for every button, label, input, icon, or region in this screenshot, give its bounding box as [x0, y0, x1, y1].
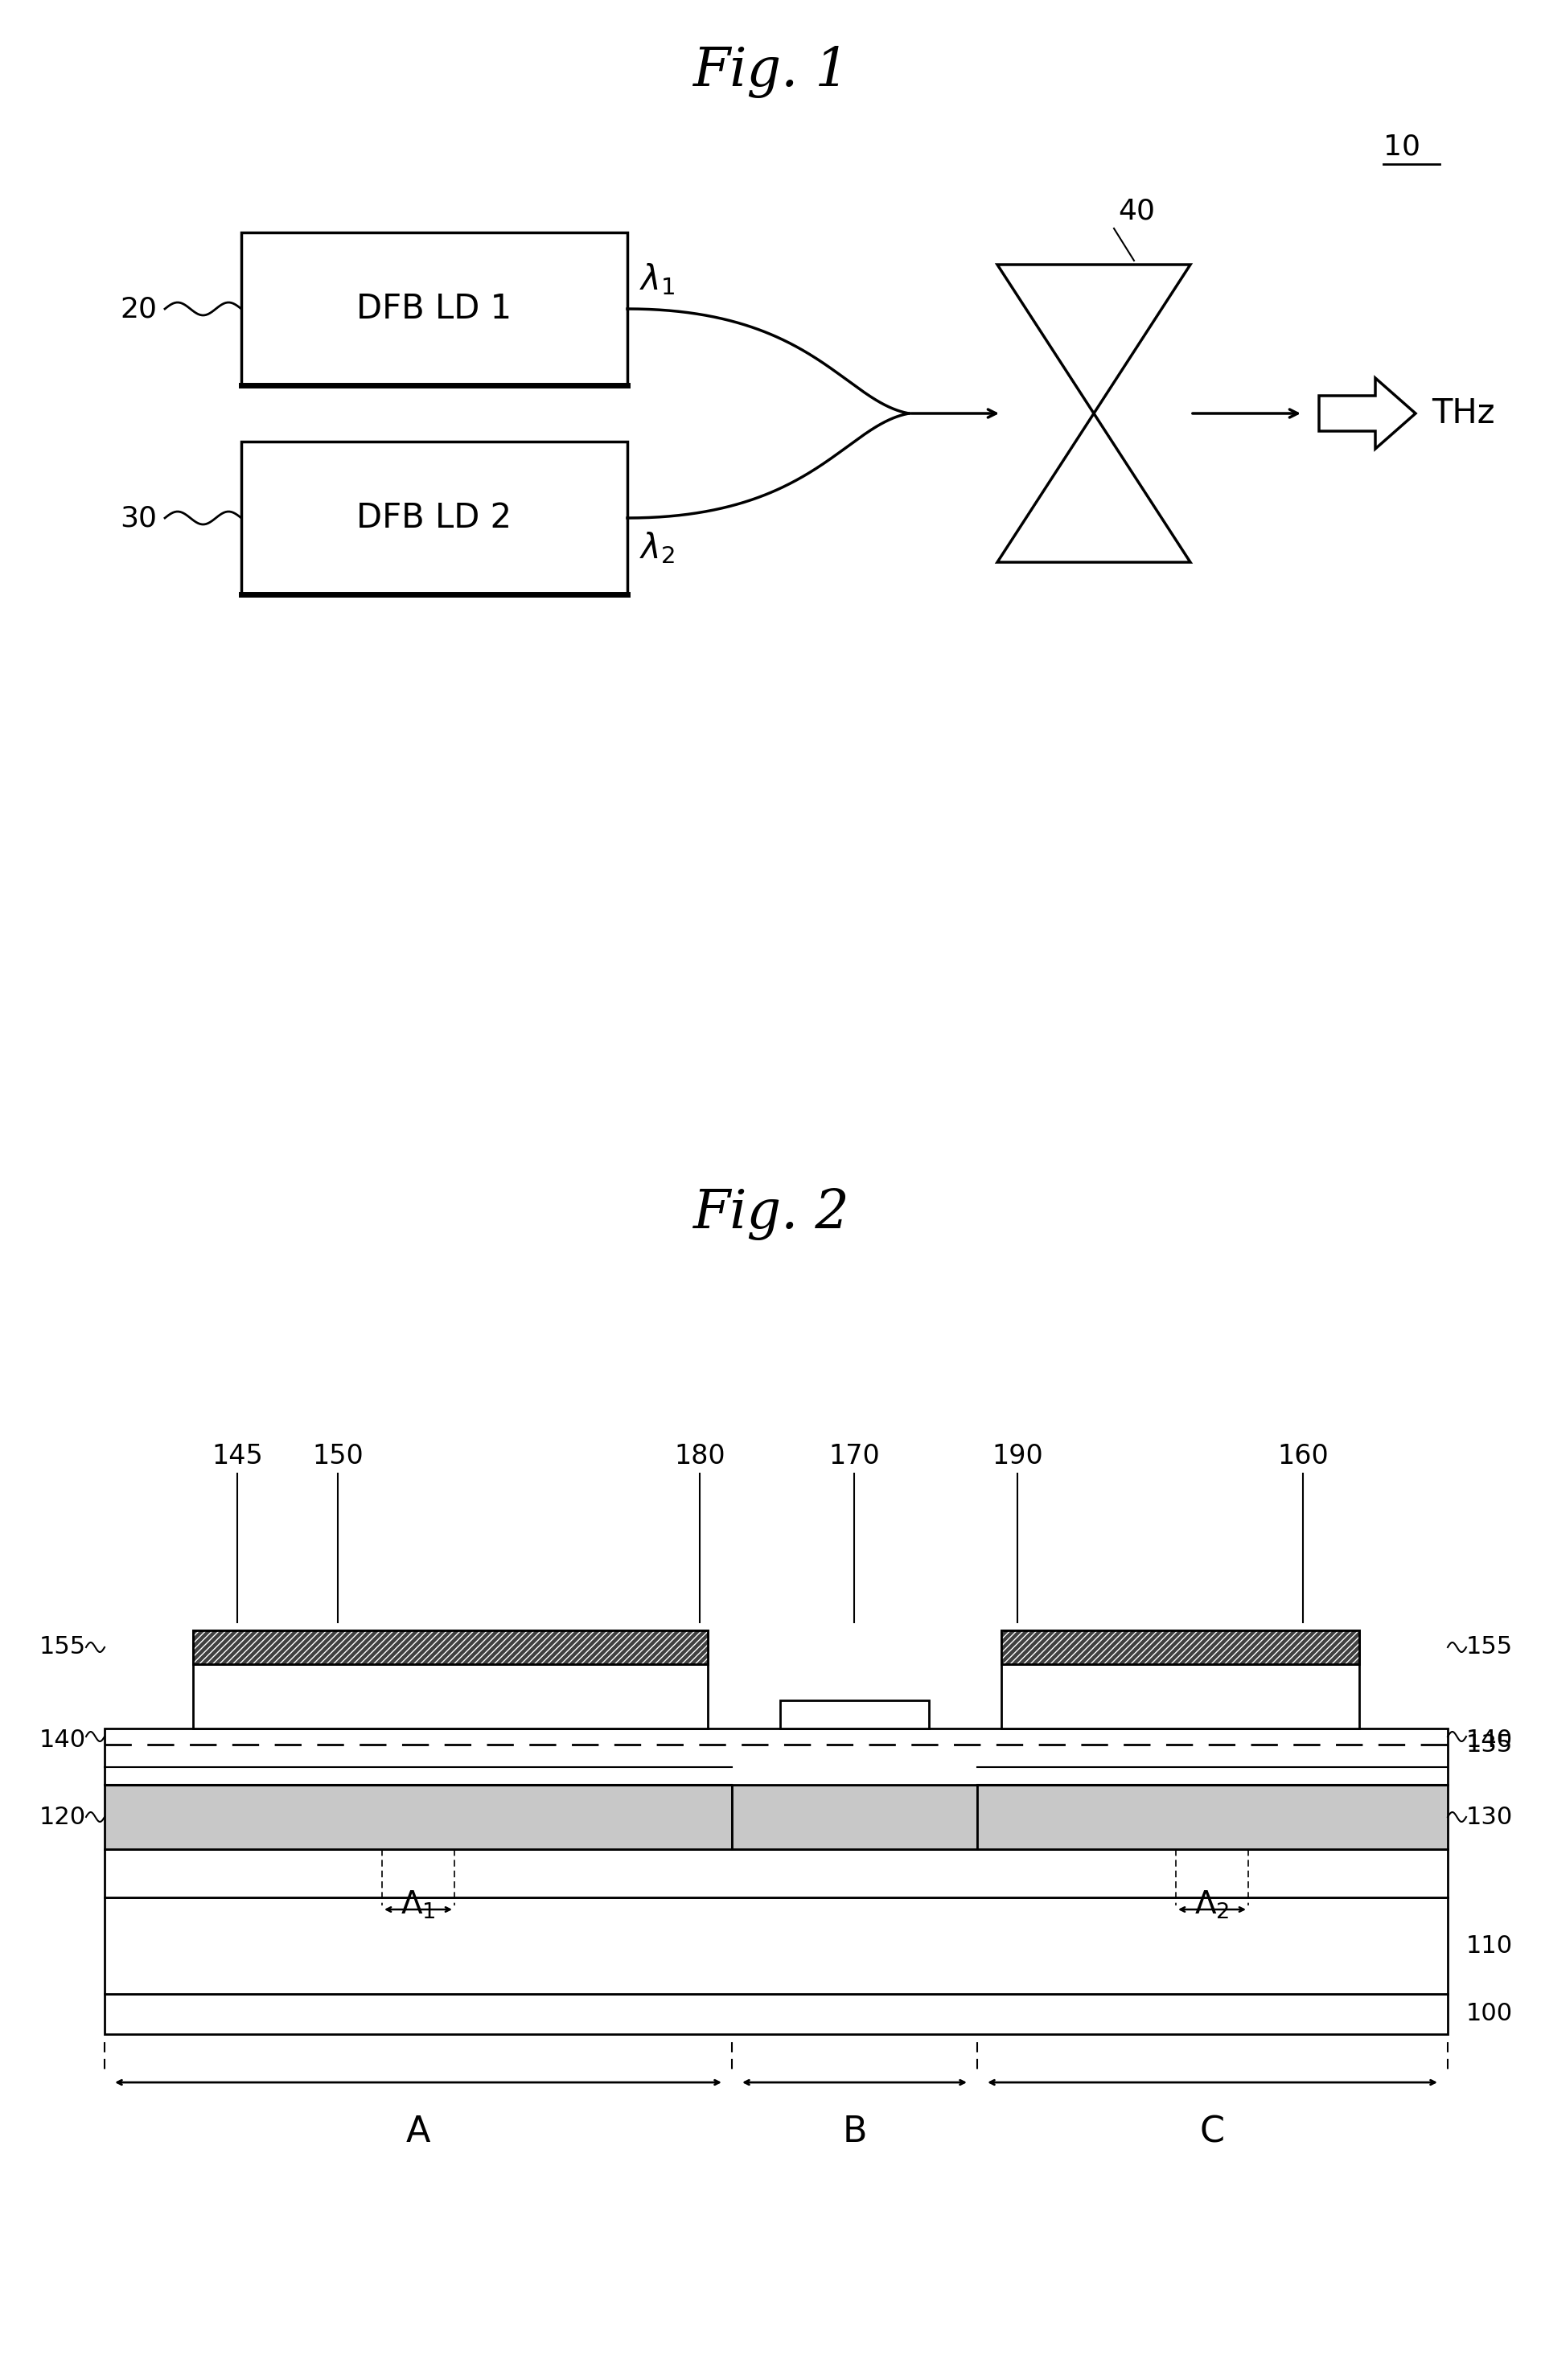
Bar — [247, 1766, 262, 1785]
Polygon shape — [1319, 378, 1416, 450]
Bar — [105, 1785, 732, 1849]
Text: A: A — [405, 2113, 430, 2149]
Text: 150: 150 — [313, 1442, 364, 1468]
Bar — [589, 1766, 604, 1785]
Bar — [193, 1630, 707, 1664]
Bar — [1045, 1766, 1062, 1785]
Bar — [1347, 1766, 1364, 1785]
Text: DFB LD 2: DFB LD 2 — [356, 502, 512, 536]
Text: 130: 130 — [1465, 1806, 1513, 1828]
Bar — [105, 1994, 1447, 2035]
Text: $\lambda_2$: $\lambda_2$ — [640, 531, 675, 566]
Bar — [1145, 1766, 1162, 1785]
Bar — [333, 1766, 347, 1785]
Bar — [646, 1766, 661, 1785]
Bar — [1381, 1766, 1398, 1785]
Bar — [475, 1766, 490, 1785]
Text: 160: 160 — [1277, 1442, 1328, 1468]
Text: 135: 135 — [1465, 1733, 1513, 1756]
Bar — [977, 1766, 994, 1785]
Text: 20: 20 — [120, 295, 157, 324]
Bar — [504, 1766, 518, 1785]
Text: 140: 140 — [40, 1728, 86, 1752]
Text: DFB LD 1: DFB LD 1 — [356, 293, 512, 326]
Bar — [242, 443, 627, 595]
Bar — [780, 1699, 929, 1728]
Bar — [242, 233, 627, 386]
Text: THz: THz — [1432, 397, 1495, 431]
Text: 170: 170 — [829, 1442, 880, 1468]
Bar — [390, 1766, 404, 1785]
Bar — [1111, 1766, 1128, 1785]
Text: Fig. 1: Fig. 1 — [692, 45, 849, 98]
Text: C: C — [1200, 2113, 1225, 2149]
Bar — [418, 1766, 433, 1785]
Text: 40: 40 — [1117, 198, 1154, 224]
Bar — [190, 1766, 205, 1785]
Text: $\Lambda_2$: $\Lambda_2$ — [1194, 1890, 1230, 1921]
Polygon shape — [997, 414, 1190, 562]
Text: 155: 155 — [40, 1635, 86, 1659]
Text: 110: 110 — [1465, 1935, 1513, 1956]
Bar — [105, 1766, 119, 1785]
Bar — [675, 1766, 689, 1785]
Bar — [105, 1728, 1447, 1785]
Text: 140: 140 — [1465, 1728, 1513, 1752]
Text: B: B — [843, 2113, 866, 2149]
Text: 190: 190 — [992, 1442, 1043, 1468]
Polygon shape — [997, 264, 1190, 414]
Bar — [561, 1766, 575, 1785]
Text: Fig. 2: Fig. 2 — [692, 1188, 849, 1240]
Bar — [1247, 1766, 1264, 1785]
Bar — [193, 1630, 707, 1664]
Bar — [219, 1766, 233, 1785]
Bar — [133, 1766, 148, 1785]
Bar — [977, 1785, 1447, 1849]
Bar — [732, 1785, 977, 1849]
Bar — [105, 1849, 1447, 1897]
Bar — [977, 1785, 1447, 1849]
Text: 180: 180 — [673, 1442, 726, 1468]
Bar — [193, 1664, 707, 1728]
Bar — [618, 1766, 632, 1785]
Text: $\lambda_1$: $\lambda_1$ — [640, 262, 675, 298]
Bar — [447, 1766, 461, 1785]
Bar — [304, 1766, 319, 1785]
Bar — [361, 1766, 376, 1785]
Bar — [1313, 1766, 1330, 1785]
Bar — [1213, 1766, 1230, 1785]
Bar — [1079, 1766, 1094, 1785]
Text: 120: 120 — [40, 1806, 86, 1828]
Bar — [1415, 1766, 1432, 1785]
Text: 10: 10 — [1384, 133, 1421, 159]
Bar — [1179, 1766, 1196, 1785]
Text: 100: 100 — [1465, 2002, 1513, 2025]
Bar — [276, 1766, 290, 1785]
Bar — [1002, 1630, 1359, 1664]
Text: 145: 145 — [211, 1442, 264, 1468]
Bar — [105, 1897, 1447, 1994]
Bar — [703, 1766, 718, 1785]
Bar — [105, 1785, 732, 1849]
Bar — [162, 1766, 176, 1785]
Bar — [1002, 1630, 1359, 1664]
Bar — [1002, 1630, 1359, 1664]
Text: 30: 30 — [120, 505, 157, 531]
Bar — [1011, 1766, 1028, 1785]
Text: $\Lambda_1$: $\Lambda_1$ — [401, 1890, 436, 1921]
Bar — [532, 1766, 547, 1785]
Bar — [1279, 1766, 1296, 1785]
Bar — [1002, 1664, 1359, 1728]
Text: 155: 155 — [1465, 1635, 1513, 1659]
Bar — [193, 1630, 707, 1664]
